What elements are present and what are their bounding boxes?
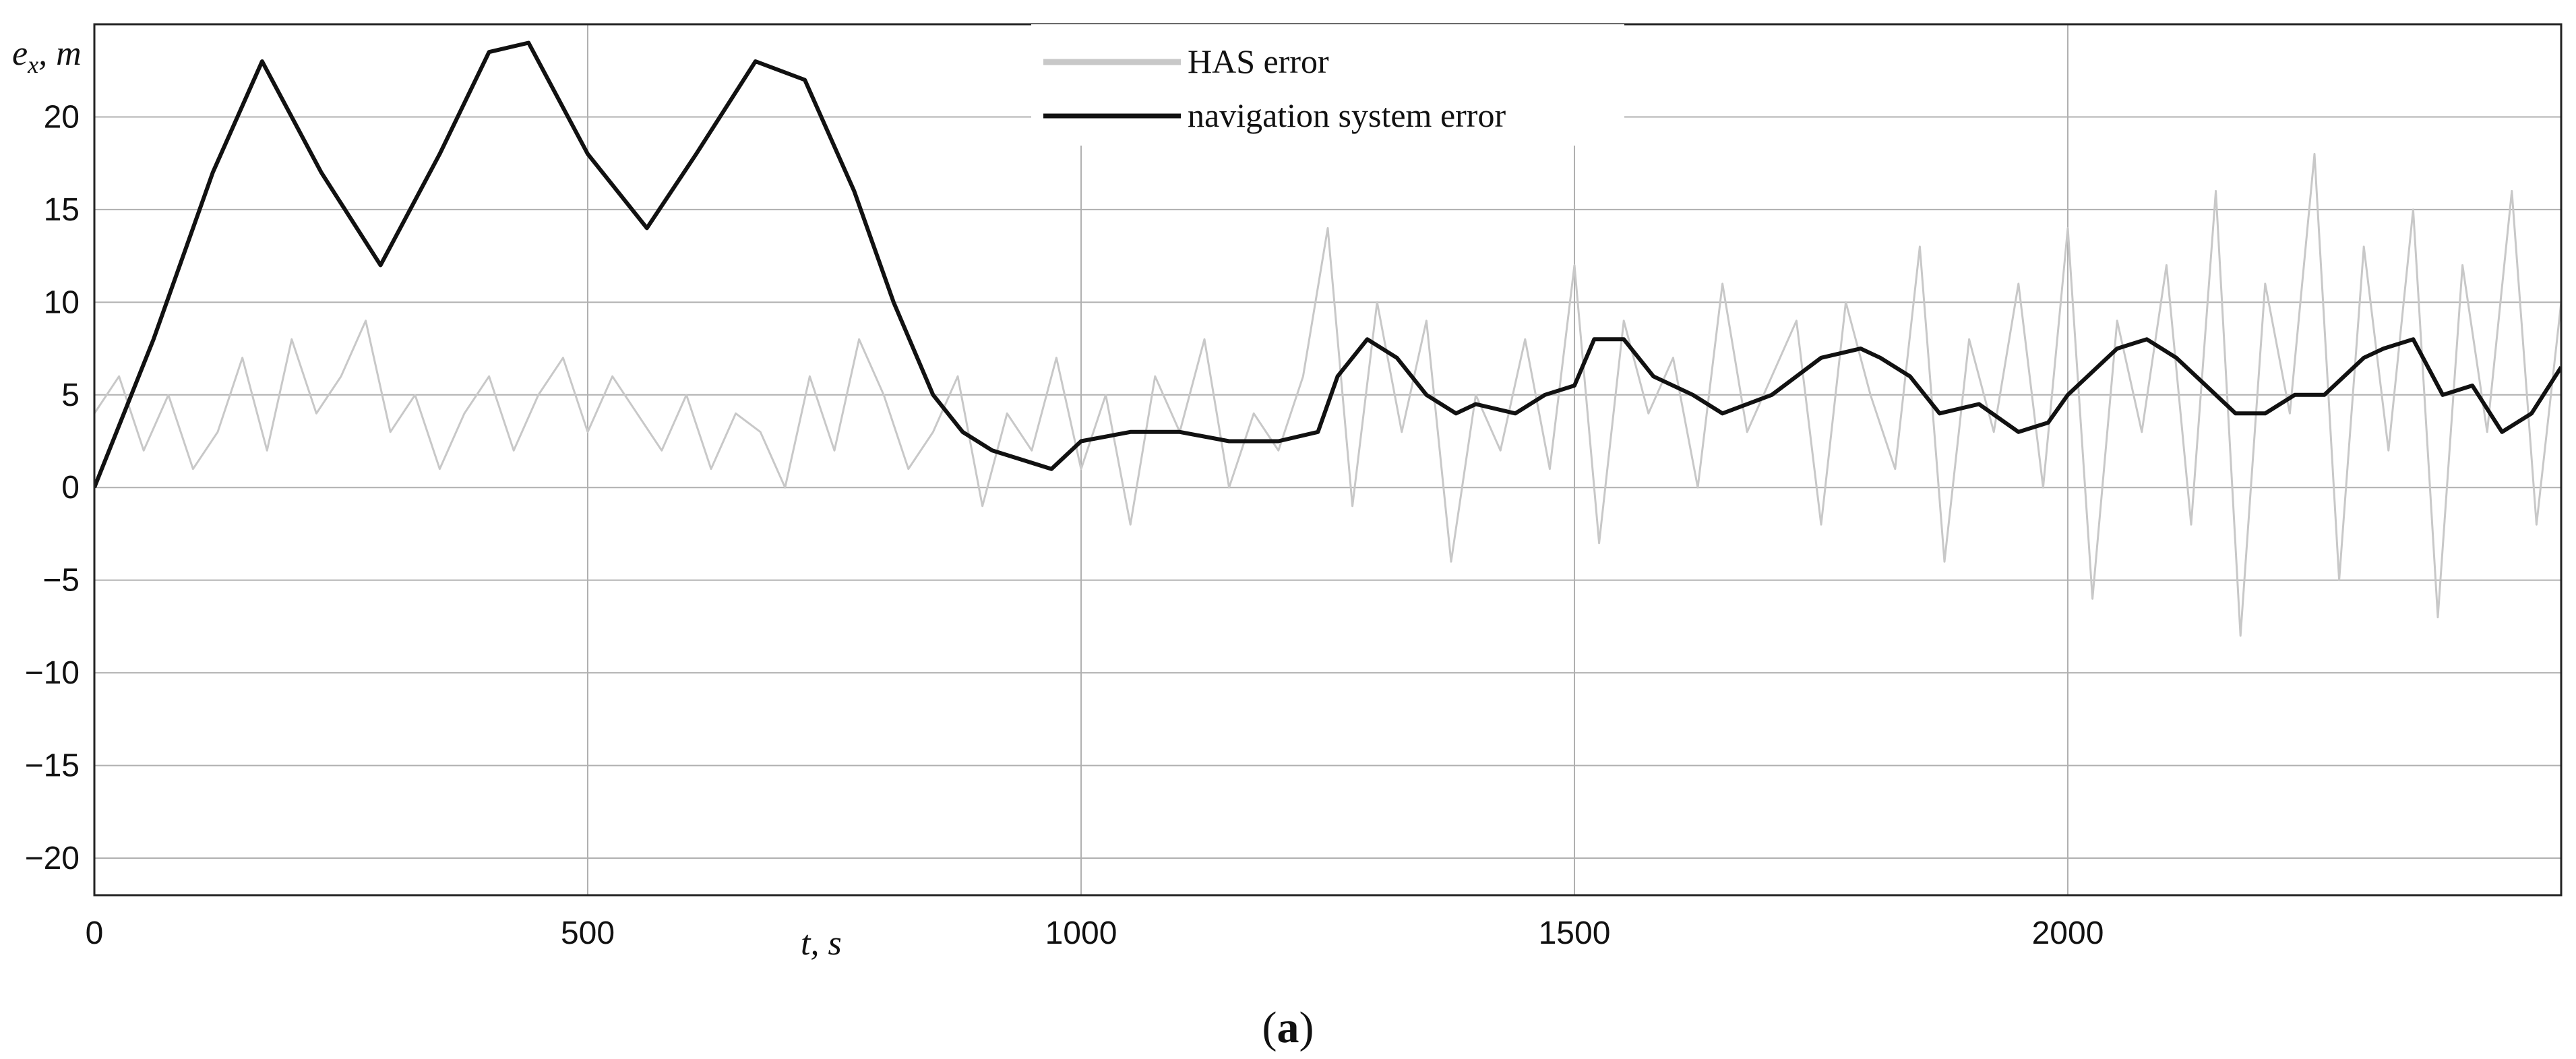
y-tick-label: 20 [44,99,80,135]
y-tick-label: 0 [61,470,80,506]
y-tick-label: −10 [25,655,80,691]
plot-frame [93,23,2563,897]
y-tick-label: 15 [44,192,80,228]
series-navigation-error-line [94,40,2561,489]
y-tick-label: −15 [25,748,80,784]
x-tick-label: 0 [86,915,104,951]
x-tick-label: 1500 [1539,915,1611,951]
y-tick-label: 5 [61,377,80,413]
series-layer [94,40,2561,637]
y-tick-label: 10 [44,284,80,320]
series-has-error-line [94,152,2561,637]
legend: HAS error navigation system error [1031,24,1624,146]
y-axis-label: ex, m [12,34,82,78]
grid [94,24,2561,895]
figure-caption: (a) [1262,1003,1314,1052]
legend-label-has-error: HAS error [1188,42,1329,80]
ticks: 0 500 1000 1500 2000 −20 −15 −10 −5 0 5 10 15 20 [25,99,2104,951]
y-tick-label: −5 [42,563,80,599]
legend-label-navigation-error: navigation system error [1188,96,1506,134]
x-tick-label: 500 [561,915,615,951]
x-tick-label: 1000 [1045,915,1117,951]
legend-box [1031,24,1624,146]
y-tick-label: −20 [25,841,80,876]
x-tick-label: 2000 [2032,915,2104,951]
x-axis-label: t, s [801,924,842,963]
